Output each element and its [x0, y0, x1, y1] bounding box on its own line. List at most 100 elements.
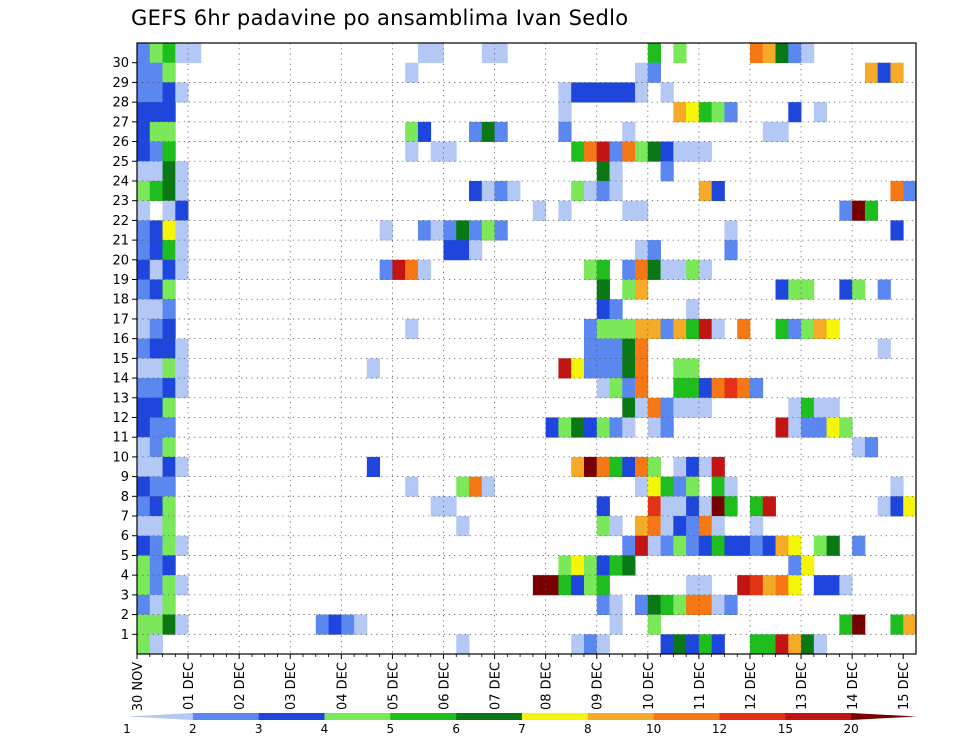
heatmap-cell	[686, 535, 700, 556]
heatmap-cell	[149, 358, 163, 379]
heatmap-cell	[596, 279, 610, 300]
heatmap-cell	[673, 456, 687, 478]
heatmap-cell	[162, 318, 176, 340]
heatmap-cell	[673, 496, 687, 517]
heatmap-cell	[635, 141, 649, 162]
heatmap-cell	[788, 555, 802, 576]
heatmap-cell	[162, 279, 176, 300]
heatmap-cell	[724, 220, 738, 241]
heatmap-cell	[686, 575, 700, 596]
heatmap-cell	[801, 318, 815, 340]
heatmap-cell	[149, 535, 163, 556]
heatmap-cell	[137, 259, 151, 280]
heatmap-cell	[609, 141, 623, 162]
heatmap-cell	[698, 180, 713, 202]
heatmap-cell	[379, 220, 393, 241]
heatmap-cell	[162, 121, 176, 142]
heatmap-cell	[392, 259, 406, 280]
heatmap-cell	[149, 180, 163, 202]
heatmap-cell	[813, 318, 828, 340]
heatmap-cell	[890, 614, 904, 635]
heatmap-cell	[137, 62, 151, 83]
heatmap-cell	[149, 82, 163, 103]
heatmap-cell	[571, 141, 585, 162]
heatmap-cell	[609, 555, 623, 576]
heatmap-cell	[852, 437, 866, 458]
heatmap-cell	[647, 535, 661, 556]
x-tick-label: 06 DEC	[437, 662, 452, 710]
heatmap-cell	[137, 614, 151, 635]
heatmap-cell	[443, 220, 457, 241]
heatmap-cell	[456, 634, 470, 655]
heatmap-cell	[839, 575, 853, 596]
heatmap-cell	[583, 141, 598, 162]
heatmap-cell	[583, 318, 598, 340]
heatmap-cell	[571, 456, 585, 478]
heatmap-cell	[673, 358, 687, 379]
heatmap-cell	[162, 397, 176, 418]
heatmap-cell	[558, 82, 572, 103]
heatmap-cell	[711, 634, 725, 655]
heatmap-cell	[596, 378, 610, 399]
heatmap-cell	[507, 180, 521, 202]
heatmap-cell	[494, 180, 508, 202]
heatmap-cell	[622, 200, 636, 221]
heatmap-cell	[647, 516, 661, 537]
heatmap-cell	[149, 555, 163, 576]
heatmap-cell	[456, 476, 470, 497]
heatmap-cell	[137, 397, 151, 418]
heatmap-cell	[583, 634, 598, 655]
heatmap-cell	[698, 456, 713, 478]
heatmap-cell	[149, 417, 163, 438]
heatmap-cell	[417, 121, 432, 142]
heatmap-cell	[686, 496, 700, 517]
heatmap-cell	[635, 378, 649, 399]
heatmap-cell	[813, 102, 828, 123]
heatmap-cell	[788, 397, 802, 418]
colorbar-swatch	[653, 713, 720, 720]
heatmap-cell	[660, 82, 674, 103]
heatmap-cell	[647, 43, 661, 64]
heatmap-cell	[405, 476, 419, 497]
heatmap-cell	[813, 397, 828, 418]
heatmap-cell	[149, 161, 163, 182]
heatmap-cell	[558, 555, 572, 576]
heatmap-cell	[673, 318, 687, 340]
colorbar-swatch	[390, 713, 457, 720]
heatmap-cell	[609, 456, 623, 478]
heatmap-cell	[596, 496, 610, 517]
heatmap-cell	[571, 180, 585, 202]
heatmap-cell	[673, 102, 687, 123]
y-tick-label: 10	[112, 450, 129, 465]
heatmap-cell	[532, 200, 547, 221]
heatmap-cell	[162, 417, 176, 438]
heatmap-cell	[137, 456, 151, 478]
y-tick-label: 20	[112, 253, 129, 268]
heatmap-cell	[137, 82, 151, 103]
heatmap-cell	[469, 476, 483, 497]
heatmap-cell	[596, 456, 610, 478]
heatmap-cell	[775, 634, 789, 655]
heatmap-cell	[571, 575, 585, 596]
heatmap-cell	[149, 102, 163, 123]
heatmap-cell	[749, 496, 764, 517]
heatmap-cell	[686, 634, 700, 655]
heatmap-cell	[443, 496, 457, 517]
heatmap-cell	[162, 240, 176, 261]
heatmap-cell	[596, 575, 610, 596]
heatmap-cell	[660, 516, 674, 537]
heatmap-cell	[137, 338, 151, 359]
heatmap-cell	[366, 358, 381, 379]
heatmap-cell	[852, 200, 866, 221]
heatmap-cell	[826, 535, 840, 556]
heatmap-cell	[137, 161, 151, 182]
heatmap-cell	[635, 535, 649, 556]
heatmap-cell	[839, 417, 853, 438]
heatmap-cell	[647, 496, 661, 517]
heatmap-cell	[137, 437, 151, 458]
heatmap-cell	[162, 516, 176, 537]
heatmap-cell	[149, 594, 163, 615]
heatmap-cell	[494, 43, 508, 64]
colorbar-tick-label: 1	[123, 722, 131, 736]
heatmap-cell	[596, 141, 610, 162]
